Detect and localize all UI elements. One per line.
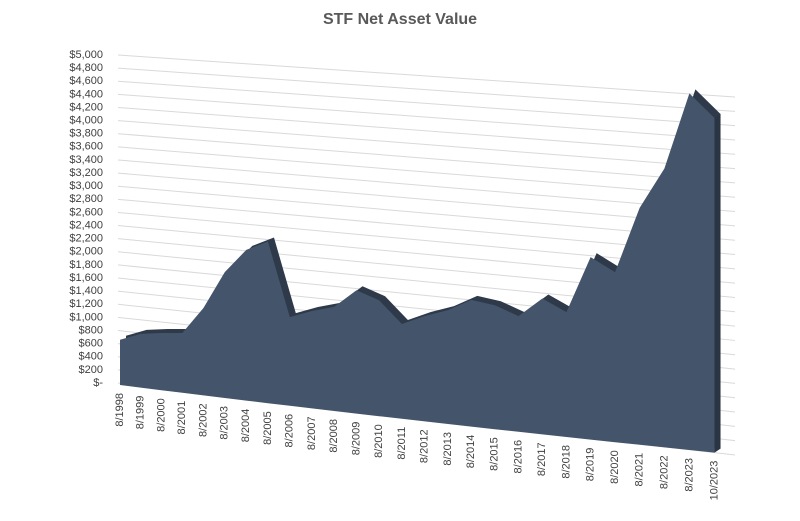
y-tick-label: $1,200 xyxy=(69,298,103,310)
y-tick-label: $3,000 xyxy=(69,180,103,192)
x-tick-label: 8/1999 xyxy=(134,396,146,430)
y-tick-label: $2,800 xyxy=(69,193,103,205)
x-tick-label: 8/2020 xyxy=(609,450,621,484)
grid-line xyxy=(117,54,736,98)
x-tick-label: 8/2004 xyxy=(240,409,252,443)
y-tick-label: $2,400 xyxy=(69,219,103,231)
y-tick-label: $800 xyxy=(79,324,103,336)
y-tick-label: $1,000 xyxy=(69,311,103,323)
y-tick-label: $600 xyxy=(79,338,103,350)
x-tick-label: 8/2022 xyxy=(658,455,670,489)
x-tick-label: 8/2006 xyxy=(284,414,296,448)
x-tick-label: 8/1998 xyxy=(114,393,126,427)
x-tick-label: 8/2019 xyxy=(585,448,597,482)
y-tick-label: $1,400 xyxy=(69,285,103,297)
grid-line xyxy=(117,172,736,227)
area xyxy=(120,93,715,453)
y-tick-label: $2,200 xyxy=(69,233,103,245)
x-tick-label: 8/2018 xyxy=(560,445,572,479)
grid-line xyxy=(117,133,736,184)
y-tick-label: $400 xyxy=(79,351,103,363)
x-tick-label: 8/2015 xyxy=(489,437,501,471)
x-tick-label: 8/2003 xyxy=(219,406,231,440)
grid-line xyxy=(117,93,736,141)
x-tick-label: 8/2008 xyxy=(328,419,340,453)
x-tick-label: 8/2012 xyxy=(419,429,431,463)
x-tick-label: 10/2023 xyxy=(708,461,720,501)
x-tick-label: 8/2023 xyxy=(683,458,695,492)
x-tick-label: 8/2017 xyxy=(536,442,548,476)
y-tick-label: $3,200 xyxy=(69,167,103,179)
x-tick-label: 8/2010 xyxy=(373,424,385,458)
y-tick-label: $4,400 xyxy=(69,88,103,100)
x-tick-label: 8/2001 xyxy=(176,401,188,435)
y-tick-label: $3,600 xyxy=(69,141,103,153)
y-tick-label: $4,200 xyxy=(69,101,103,113)
y-tick-label: $3,400 xyxy=(69,154,103,166)
y-tick-label: $2,000 xyxy=(69,246,103,258)
y-tick-label: $4,600 xyxy=(69,75,103,87)
x-tick-label: 8/2007 xyxy=(306,416,318,450)
x-tick-label: 8/2013 xyxy=(442,432,454,466)
grid-line xyxy=(117,80,736,127)
x-tick-label: 8/2016 xyxy=(512,440,524,474)
x-tick-label: 8/2011 xyxy=(396,427,408,460)
grid-line xyxy=(117,146,736,198)
y-tick-label: $2,600 xyxy=(69,206,103,218)
y-tick-label: $4,800 xyxy=(69,62,103,74)
grid-line xyxy=(117,67,736,112)
y-tick-label: $- xyxy=(93,377,103,389)
chart-title: STF Net Asset Value xyxy=(323,11,477,28)
x-tick-label: 8/2014 xyxy=(465,435,477,469)
grid-line xyxy=(117,106,736,155)
y-tick-label: $4,000 xyxy=(69,115,103,127)
y-tick-label: $200 xyxy=(79,364,103,376)
y-tick-label: $3,800 xyxy=(69,128,103,140)
x-tick-label: 8/2021 xyxy=(634,453,646,487)
y-tick-label: $1,600 xyxy=(69,272,103,284)
y-tick-label: $1,800 xyxy=(69,259,103,271)
x-tick-label: 8/2009 xyxy=(350,422,362,456)
grid-line xyxy=(117,120,736,170)
x-tick-label: 8/2002 xyxy=(197,403,209,437)
area-side xyxy=(714,114,721,453)
x-tick-label: 8/2005 xyxy=(262,411,274,445)
x-tick-label: 8/2000 xyxy=(155,398,167,432)
grid-line xyxy=(117,159,736,213)
y-tick-label: $5,000 xyxy=(69,49,103,61)
